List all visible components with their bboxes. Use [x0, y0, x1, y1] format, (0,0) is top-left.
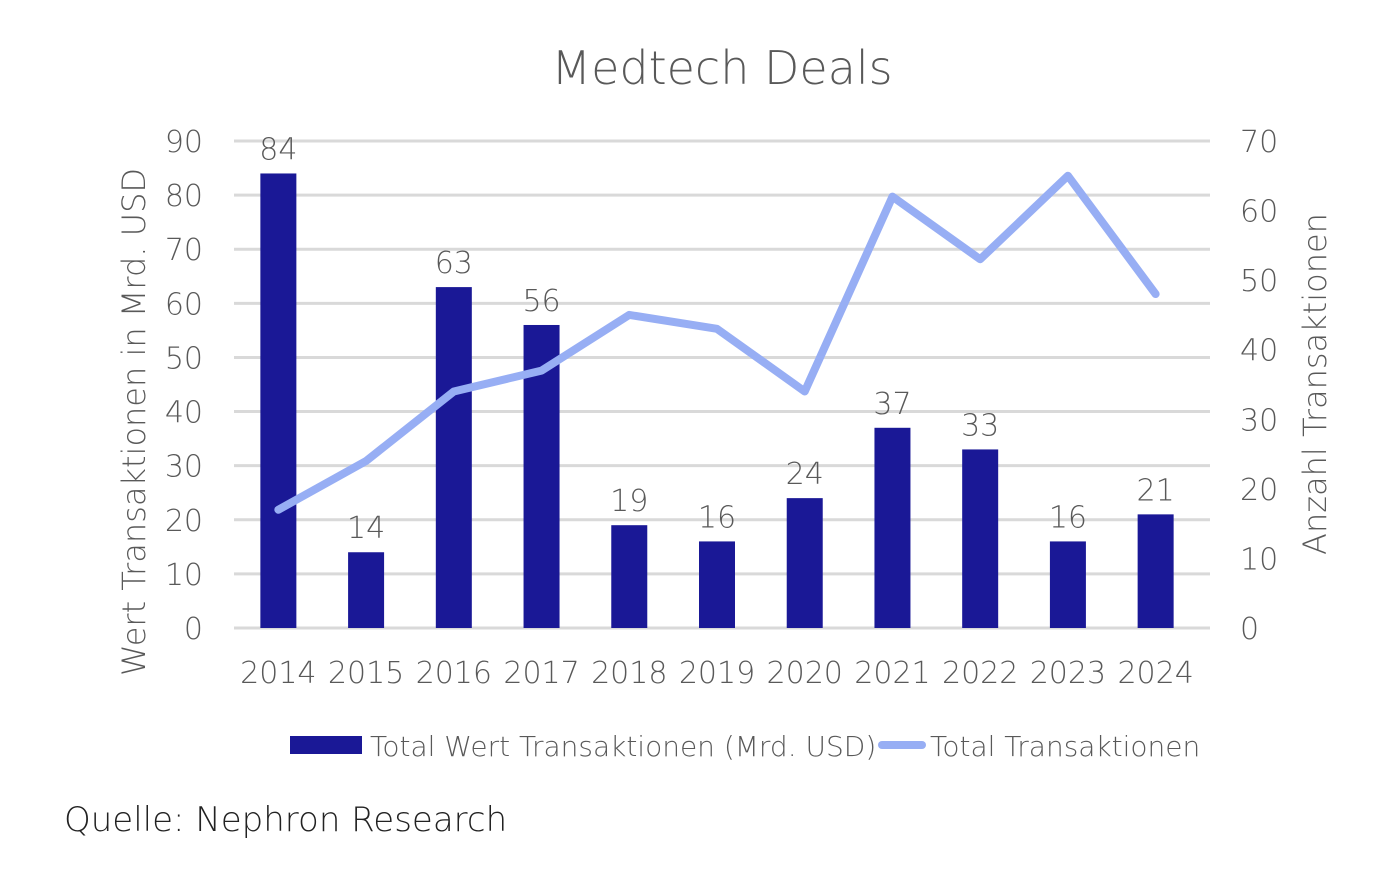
y-tick-label: 60 — [165, 287, 203, 322]
x-tick-label: 2017 — [503, 656, 579, 691]
source-note: Quelle: Nephron Research — [64, 800, 508, 840]
y2-tick-label: 30 — [1240, 403, 1278, 438]
bar — [962, 449, 999, 628]
bar — [435, 287, 472, 628]
bar — [1049, 541, 1086, 628]
y2-tick-label: 40 — [1240, 334, 1278, 369]
x-tick-label: 2019 — [679, 656, 755, 691]
data-label: 24 — [786, 457, 824, 492]
data-label: 19 — [610, 484, 648, 519]
x-tick-label: 2018 — [591, 656, 667, 691]
legend-swatch-bar — [290, 736, 362, 754]
x-tick-label: 2023 — [1030, 656, 1106, 691]
y-tick-label: 40 — [165, 396, 203, 431]
bar — [1137, 514, 1174, 628]
y-tick-label: 30 — [165, 450, 203, 485]
bar — [611, 525, 648, 628]
y-tick-label: 20 — [165, 504, 203, 539]
data-label: 16 — [698, 500, 736, 535]
x-tick-label: 2014 — [240, 656, 316, 691]
x-tick-label: 2016 — [416, 656, 492, 691]
data-label: 37 — [873, 387, 911, 422]
chart-title: Medtech Deals — [551, 41, 892, 95]
y2-tick-label: 0 — [1240, 612, 1259, 647]
x-tick-label: 2022 — [942, 656, 1018, 691]
data-label: 14 — [347, 511, 385, 546]
data-label: 33 — [961, 408, 999, 443]
x-tick-label: 2024 — [1117, 656, 1193, 691]
data-label: 84 — [259, 132, 297, 167]
y-tick-label: 0 — [184, 612, 203, 647]
y2-tick-label: 50 — [1240, 264, 1278, 299]
data-label: 63 — [435, 246, 473, 281]
data-label: 21 — [1137, 473, 1175, 508]
y2-tick-label: 20 — [1240, 473, 1278, 508]
bar — [260, 173, 297, 628]
bar — [699, 541, 735, 628]
data-label: 16 — [1049, 500, 1087, 535]
legend-label: Total Wert Transaktionen (Mrd. USD) — [370, 730, 876, 763]
data-label: 56 — [522, 284, 560, 319]
y2-tick-label: 70 — [1240, 125, 1278, 160]
y2-tick-label: 60 — [1240, 195, 1278, 230]
x-tick-label: 2015 — [328, 656, 404, 691]
y2-axis-label: Anzahl Transaktionen — [1296, 213, 1334, 555]
x-tick-label: 2021 — [854, 656, 930, 691]
bar — [348, 552, 385, 628]
line-series — [274, 171, 1160, 514]
bar — [786, 498, 823, 628]
bar — [874, 427, 911, 628]
y-tick-label: 10 — [165, 558, 203, 593]
x-tick-label: 2020 — [767, 656, 843, 691]
y-tick-label: 80 — [165, 179, 203, 214]
y-tick-label: 90 — [165, 125, 203, 160]
legend-label: Total Transaktionen — [930, 730, 1200, 763]
y2-tick-label: 10 — [1240, 542, 1278, 577]
y-axis-label: Wert Transaktionen in Mrd. USD — [115, 168, 153, 676]
y-tick-label: 70 — [165, 233, 203, 268]
y-tick-label: 50 — [165, 341, 203, 376]
